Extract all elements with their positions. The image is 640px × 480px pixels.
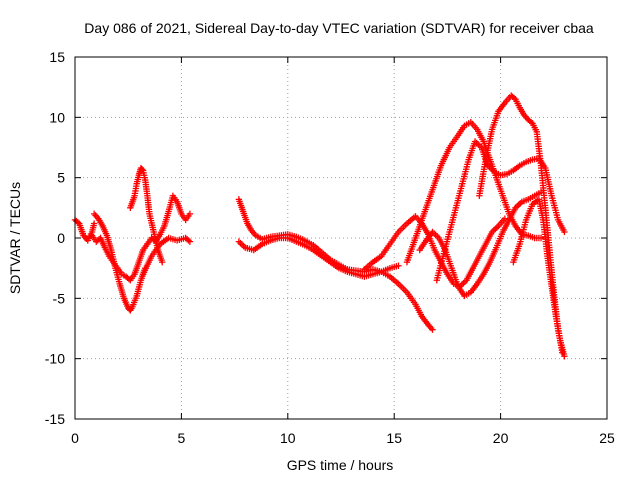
- x-tick-label: 5: [178, 430, 186, 446]
- data-point: [527, 118, 535, 126]
- series-arc-k: [416, 188, 545, 300]
- plot-area: [71, 92, 568, 360]
- y-tick-label: 10: [49, 109, 65, 125]
- series-arc-e: [144, 192, 194, 248]
- data-point: [185, 237, 192, 244]
- series-arc-f: [139, 234, 194, 278]
- data-point: [125, 275, 133, 283]
- chart-title: Day 086 of 2021, Sidereal Day-to-day VTE…: [84, 20, 594, 36]
- data-point: [186, 210, 194, 218]
- series-arc-c: [88, 232, 151, 284]
- x-tick-label: 0: [71, 430, 79, 446]
- x-tick-label: 10: [280, 430, 296, 446]
- y-tick-label: -5: [53, 290, 66, 306]
- y-tick-label: 5: [57, 170, 65, 186]
- y-tick-label: -10: [45, 351, 65, 367]
- y-axis-label: SDTVAR / TECUs: [7, 182, 23, 294]
- data-point: [501, 215, 509, 222]
- axis-ticks: 0 5 10 15 20 25 -15 -10 -5 0 5 10 15: [45, 49, 615, 446]
- x-tick-label: 15: [386, 430, 402, 446]
- series-arc-l: [433, 138, 568, 284]
- series-arc-n: [510, 196, 568, 360]
- data-point: [74, 219, 82, 226]
- x-tick-label: 20: [493, 430, 509, 446]
- x-axis-label: GPS time / hours: [287, 457, 394, 473]
- data-point: [90, 220, 98, 227]
- y-tick-label: -15: [45, 411, 65, 427]
- data-point: [561, 353, 568, 360]
- data-point: [429, 326, 436, 333]
- y-tick-label: 0: [57, 230, 65, 246]
- x-tick-label: 25: [599, 430, 615, 446]
- y-tick-label: 15: [49, 49, 65, 65]
- series-arc-m: [476, 92, 566, 356]
- data-point: [561, 228, 568, 236]
- plot-frame: [74, 56, 608, 420]
- data-point: [138, 166, 146, 173]
- data-point: [159, 258, 166, 266]
- data-point: [537, 234, 545, 242]
- data-point: [395, 262, 402, 269]
- data-point: [186, 238, 194, 245]
- data-point: [510, 94, 518, 102]
- series-arc-a: [71, 216, 98, 244]
- series-arc-h: [235, 234, 402, 280]
